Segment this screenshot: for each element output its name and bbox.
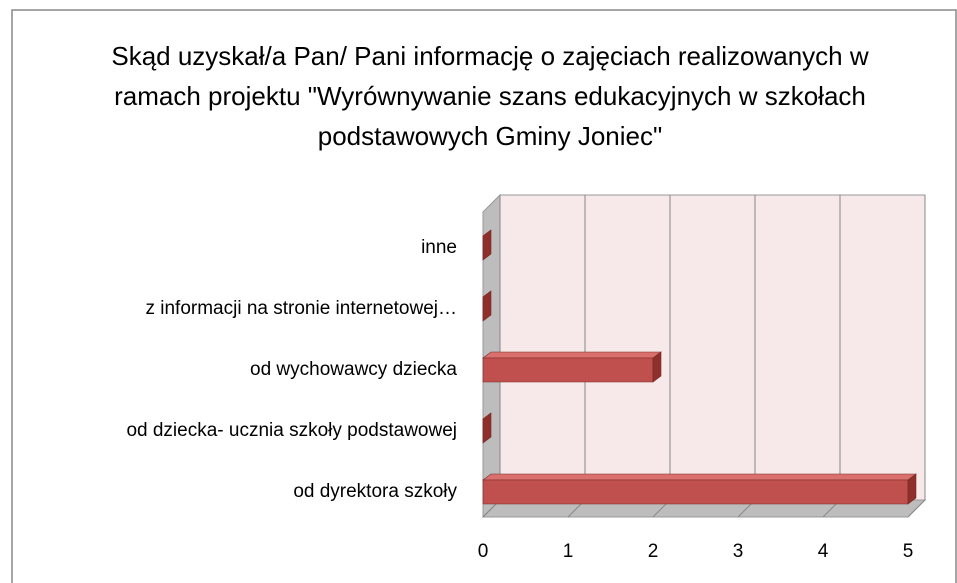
grid-line	[907, 499, 926, 518]
x-tick-label: 2	[648, 541, 659, 562]
x-tick-label: 5	[903, 541, 914, 562]
bar-end	[482, 229, 492, 261]
y-tick-label: od dziecka- ucznia szkoły podstawowej	[126, 420, 457, 441]
bar-end	[482, 290, 492, 322]
bar	[482, 412, 492, 444]
x-tick-label: 1	[563, 541, 574, 562]
bar	[482, 229, 492, 261]
bar-end	[482, 412, 492, 444]
bar	[482, 290, 492, 322]
y-tick-label: od wychowawcy dziecka	[250, 359, 457, 380]
chart-title: Skąd uzyskał/a Pan/ Pani informację o za…	[111, 41, 869, 151]
y-tick-label: inne	[421, 237, 457, 258]
bar-front	[482, 357, 654, 383]
x-tick-label: 0	[478, 541, 489, 562]
bar	[482, 351, 662, 383]
bar-end	[907, 473, 917, 505]
bar-top	[482, 473, 917, 481]
x-tick-label: 4	[818, 541, 829, 562]
y-tick-label: z informacji na stronie internetowej…	[145, 298, 457, 319]
back-wall	[499, 194, 926, 501]
bar-front	[482, 479, 909, 505]
x-tick-label: 3	[733, 541, 744, 562]
bar	[482, 473, 917, 505]
bar-top	[482, 351, 662, 359]
y-tick-label: od dyrektora szkoły	[293, 481, 457, 502]
bar-end	[652, 351, 662, 383]
